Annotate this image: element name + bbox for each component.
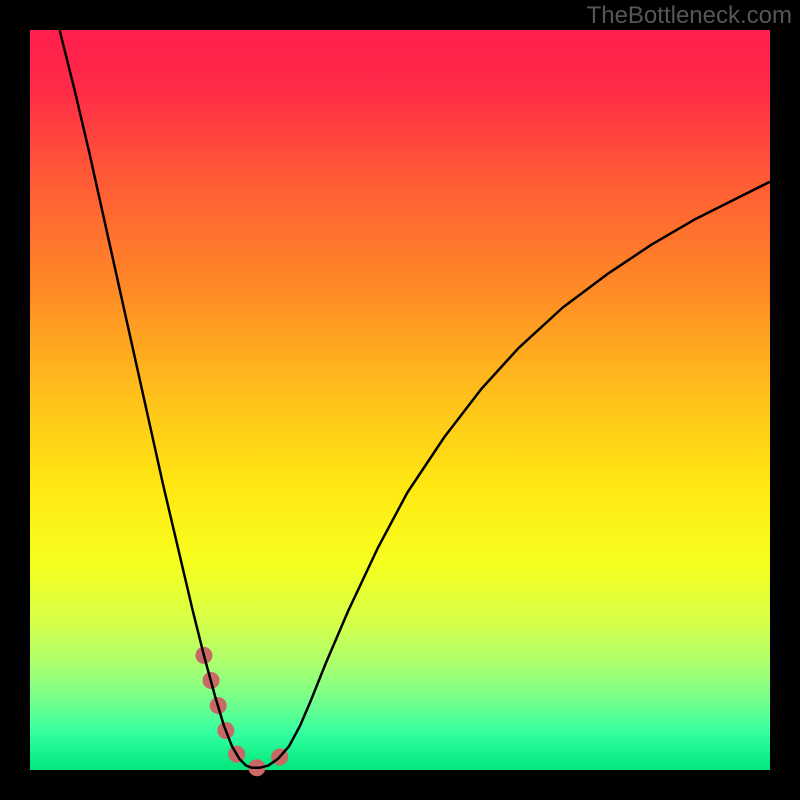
plot-background <box>30 30 770 770</box>
watermark-text: TheBottleneck.com <box>587 2 792 30</box>
chart-frame: TheBottleneck.com <box>0 0 800 800</box>
bottleneck-chart <box>0 0 800 800</box>
